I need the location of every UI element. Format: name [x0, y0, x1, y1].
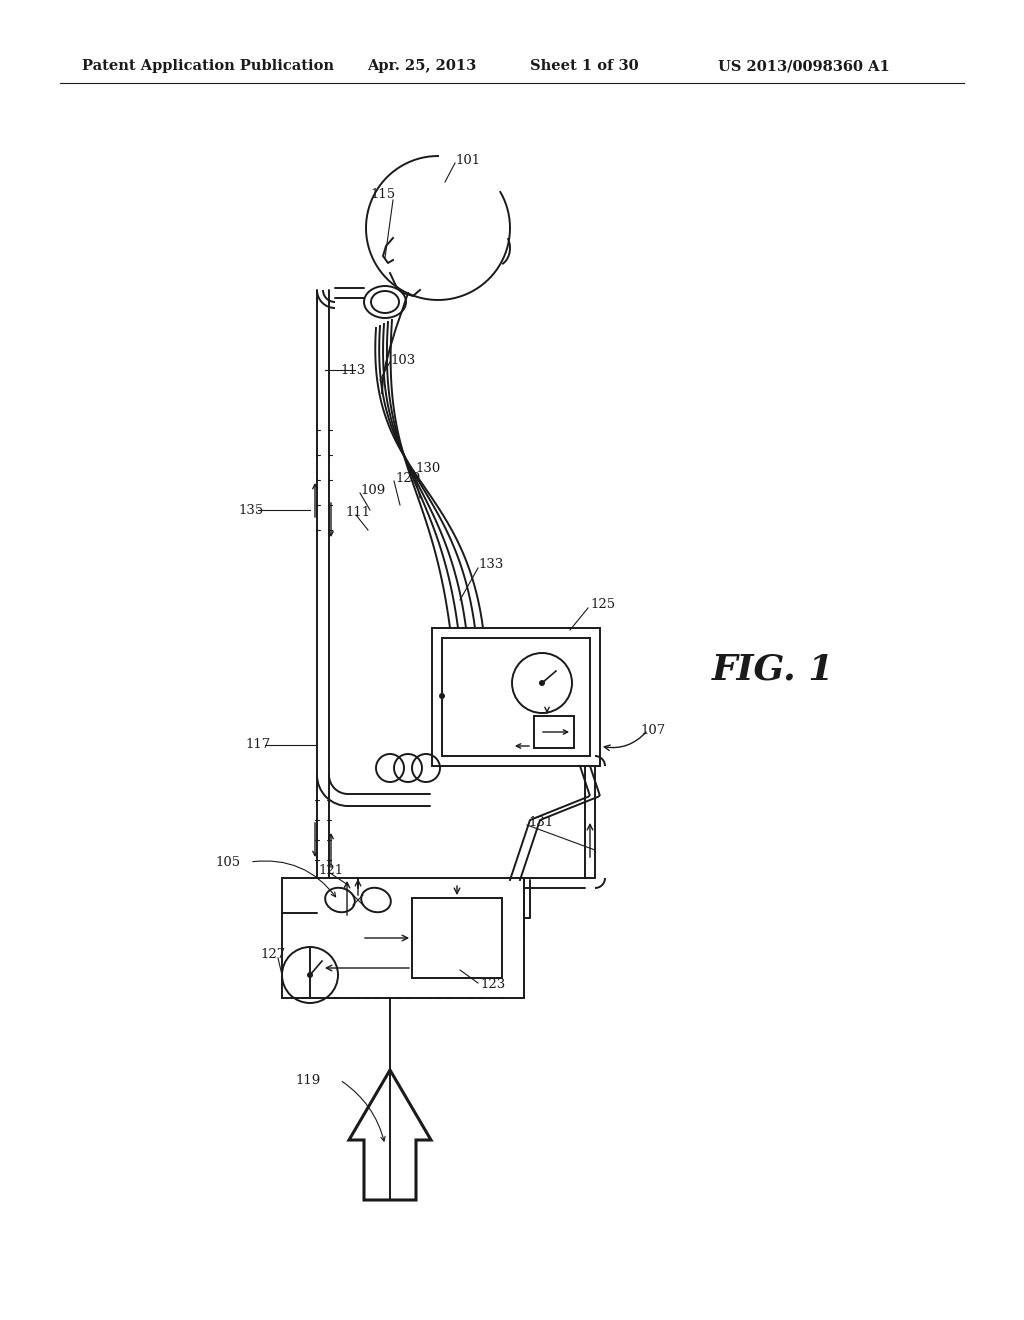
- Text: 117: 117: [245, 738, 270, 751]
- Text: 107: 107: [640, 723, 666, 737]
- Text: US 2013/0098360 A1: US 2013/0098360 A1: [718, 59, 890, 73]
- Circle shape: [439, 693, 445, 700]
- Text: FIG. 1: FIG. 1: [712, 653, 835, 686]
- Text: 133: 133: [478, 558, 504, 572]
- Bar: [282, 878, 524, 998]
- Text: 125: 125: [590, 598, 615, 611]
- Text: 129: 129: [395, 471, 420, 484]
- Text: 135: 135: [238, 503, 263, 516]
- Text: Apr. 25, 2013: Apr. 25, 2013: [367, 59, 476, 73]
- Text: 130: 130: [415, 462, 440, 474]
- Text: 101: 101: [455, 153, 480, 166]
- Text: 111: 111: [345, 506, 370, 519]
- Text: 127: 127: [260, 949, 286, 961]
- Text: Patent Application Publication: Patent Application Publication: [82, 59, 334, 73]
- Circle shape: [539, 680, 545, 686]
- Text: 121: 121: [318, 863, 343, 876]
- Text: Sheet 1 of 30: Sheet 1 of 30: [530, 59, 639, 73]
- Circle shape: [307, 972, 313, 978]
- Text: 105: 105: [215, 855, 240, 869]
- Bar: [534, 715, 574, 748]
- Text: 113: 113: [340, 363, 366, 376]
- Text: 131: 131: [528, 816, 553, 829]
- Text: 103: 103: [390, 354, 416, 367]
- Text: 115: 115: [370, 189, 395, 202]
- Text: 123: 123: [480, 978, 505, 991]
- Bar: [412, 898, 502, 978]
- Bar: [442, 638, 590, 756]
- Text: 119: 119: [295, 1073, 321, 1086]
- Text: 109: 109: [360, 483, 385, 496]
- Bar: [432, 628, 600, 766]
